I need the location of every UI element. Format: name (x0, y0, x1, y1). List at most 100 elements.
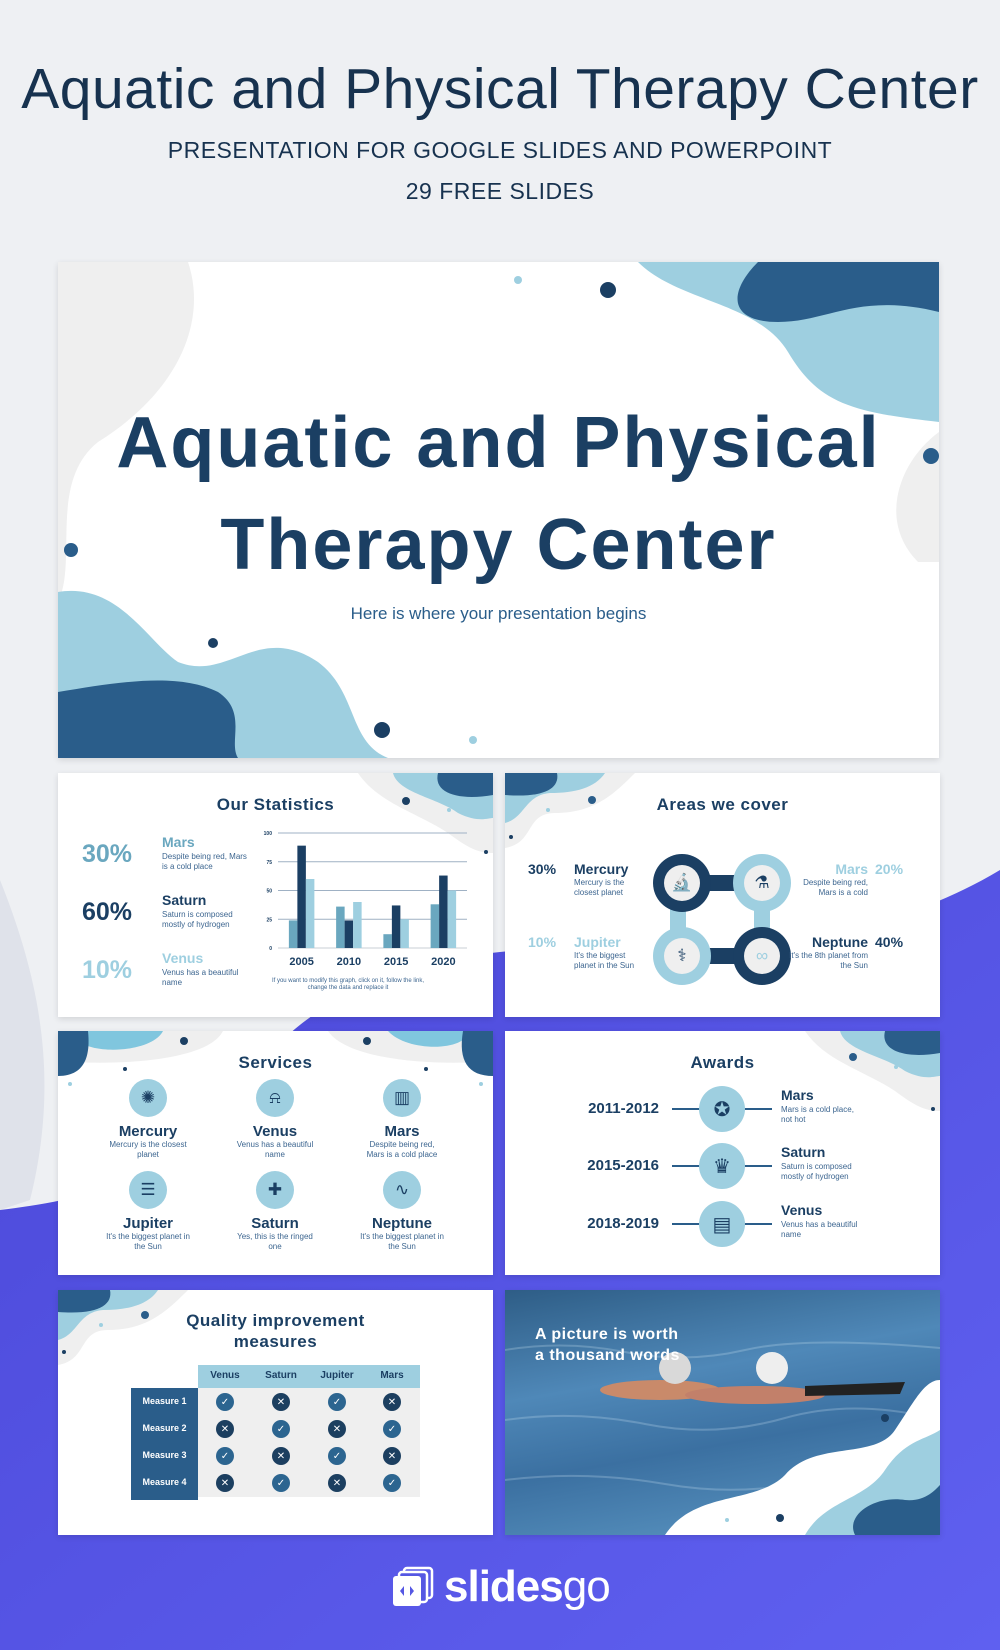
certificate-icon: ▤ (699, 1201, 745, 1247)
bar (344, 920, 354, 948)
cross-icon: ✕ (383, 1393, 401, 1411)
slidesgo-wordmark: slidesgo (444, 1562, 611, 1612)
stat-desc: Despite being red, Mars is a cold place (162, 852, 247, 871)
check-icon: ✓ (272, 1474, 290, 1492)
row-label: Measure 1 (142, 1396, 187, 1406)
cross-icon: ✕ (272, 1447, 290, 1465)
x-tick-label: 2010 (337, 956, 361, 968)
trophy-icon: ♛ (699, 1143, 745, 1189)
area-circle: ⚕ (653, 927, 711, 985)
area-desc: Despite being red, Mars is a cold (803, 878, 868, 897)
wave-decoration (805, 1031, 940, 1111)
slide-title: Areas we cover (656, 795, 789, 814)
bar (305, 879, 315, 948)
cover-title-line2: Therapy Center (220, 505, 777, 585)
bar (288, 920, 298, 948)
check-icon: ✓ (216, 1447, 234, 1465)
y-tick-label: 75 (266, 860, 272, 866)
slide-count: 29 FREE SLIDES (405, 178, 595, 204)
award-name: Mars (781, 1087, 814, 1103)
wave-decoration (58, 1031, 493, 1086)
column-header: Venus (210, 1370, 240, 1381)
bar (336, 906, 345, 948)
area-name: Mercury (574, 861, 629, 877)
cover-title-line1: Aquatic and Physical (116, 403, 881, 483)
slidesgo-logo-icon (393, 1566, 434, 1606)
check-icon: ✓ (383, 1474, 401, 1492)
award-desc: Saturn is composed mostly of hydrogen (781, 1162, 852, 1181)
cover-slide[interactable]: Aquatic and Physical Therapy Center Here… (58, 262, 939, 758)
stat-percent: 30% (82, 840, 133, 868)
brain-icon: ✺ (129, 1079, 167, 1117)
slide-title: Services (238, 1053, 313, 1072)
y-tick-label: 0 (269, 946, 272, 952)
awards-slide[interactable]: Awards 2011-2012 ✪ Mars Mars is a cold plac… (505, 1031, 940, 1275)
award-name: Saturn (781, 1144, 826, 1160)
slide-title-line2: measures (233, 1332, 318, 1351)
picture-slide[interactable]: A picture is worth a thousand words (505, 1290, 940, 1535)
cross-icon: ✕ (216, 1474, 234, 1492)
check-icon: ✓ (328, 1393, 346, 1411)
wave-decoration (58, 262, 939, 758)
bar-chart: 0 25 50 75 100 2005 2010 2015 2020 (264, 831, 467, 968)
page-subtitle: PRESENTATION FOR GOOGLE SLIDES AND POWER… (167, 137, 833, 163)
column-header: Saturn (265, 1370, 297, 1381)
area-desc: Mercury is the closest planet (574, 878, 625, 897)
slide-title: Awards (690, 1053, 755, 1072)
bar (297, 845, 306, 948)
area-percent: 30% (528, 861, 557, 877)
bar (391, 905, 401, 948)
stat-percent: 60% (82, 898, 133, 926)
award-desc: Venus has a beautiful name (781, 1220, 858, 1239)
row-label: Measure 3 (142, 1450, 187, 1460)
service-name: Jupiter (122, 1215, 173, 1232)
check-icon: ✓ (328, 1447, 346, 1465)
cross-icon: ✕ (328, 1420, 346, 1438)
service-name: Mars (384, 1123, 420, 1140)
area-name: Mars (835, 861, 868, 877)
areas-slide[interactable]: Areas we cover 🔬 30% Mercury Mercury is the… (505, 773, 940, 1017)
bar (353, 902, 362, 948)
quality-slide[interactable]: Quality improvement measures Venus Saturn… (58, 1290, 493, 1535)
cross-icon: ✕ (383, 1447, 401, 1465)
award-years: 2011-2012 (588, 1100, 659, 1117)
service-name: Venus (252, 1123, 298, 1140)
stat-desc: Venus has a beautiful name (162, 968, 239, 987)
area-circle: ∞ (733, 927, 791, 985)
area-desc: It's the 8th planet from the Sun (789, 951, 868, 970)
mortar-pestle-icon: ⚗ (744, 865, 780, 901)
stat-name: Venus (162, 950, 204, 966)
column-header: Jupiter (320, 1370, 354, 1381)
cross-icon: ✕ (272, 1393, 290, 1411)
microscope-icon: 🔬 (664, 865, 700, 901)
caduceus-icon: ⚕ (664, 938, 700, 974)
picture-caption-line2: a thousand words (535, 1347, 680, 1364)
service-name: Mercury (118, 1123, 178, 1140)
award-name: Venus (781, 1202, 823, 1218)
award-desc: Mars is a cold place, not hot (781, 1105, 854, 1124)
brand-bold: slides (444, 1562, 564, 1611)
page-title: Aquatic and Physical Therapy Center (21, 57, 979, 121)
x-tick-label: 2015 (384, 956, 408, 968)
row-label: Measure 4 (142, 1477, 187, 1487)
row-label-column (131, 1388, 198, 1500)
service-desc: Yes, this is the ringed one (237, 1232, 313, 1251)
area-percent: 20% (875, 861, 904, 877)
xray-icon: ☰ (129, 1171, 167, 1209)
slidesgo-logo[interactable]: slidesgo (390, 1562, 611, 1612)
medal-icon: ✪ (699, 1086, 745, 1132)
pill-bottle-icon: ▥ (383, 1079, 421, 1117)
area-desc: It's the biggest planet in the Sun (574, 951, 635, 970)
services-slide[interactable]: Services ✺ Mercury Mercury is the closest … (58, 1031, 493, 1275)
award-years: 2015-2016 (587, 1157, 659, 1174)
x-tick-label: 2020 (431, 956, 455, 968)
y-tick-label: 50 (266, 889, 272, 895)
area-name: Jupiter (574, 934, 621, 950)
service-desc: Mercury is the closest planet (109, 1140, 187, 1159)
cross-icon: ✕ (216, 1420, 234, 1438)
statistics-slide[interactable]: Our Statistics 30% Mars Despite being red,… (58, 773, 493, 1017)
service-desc: It's the biggest planet in the Sun (106, 1232, 190, 1251)
service-desc: Despite being red, Mars is a cold place (366, 1140, 438, 1159)
slide-title-line1: Quality improvement (186, 1311, 365, 1330)
column-header: Mars (380, 1370, 404, 1381)
